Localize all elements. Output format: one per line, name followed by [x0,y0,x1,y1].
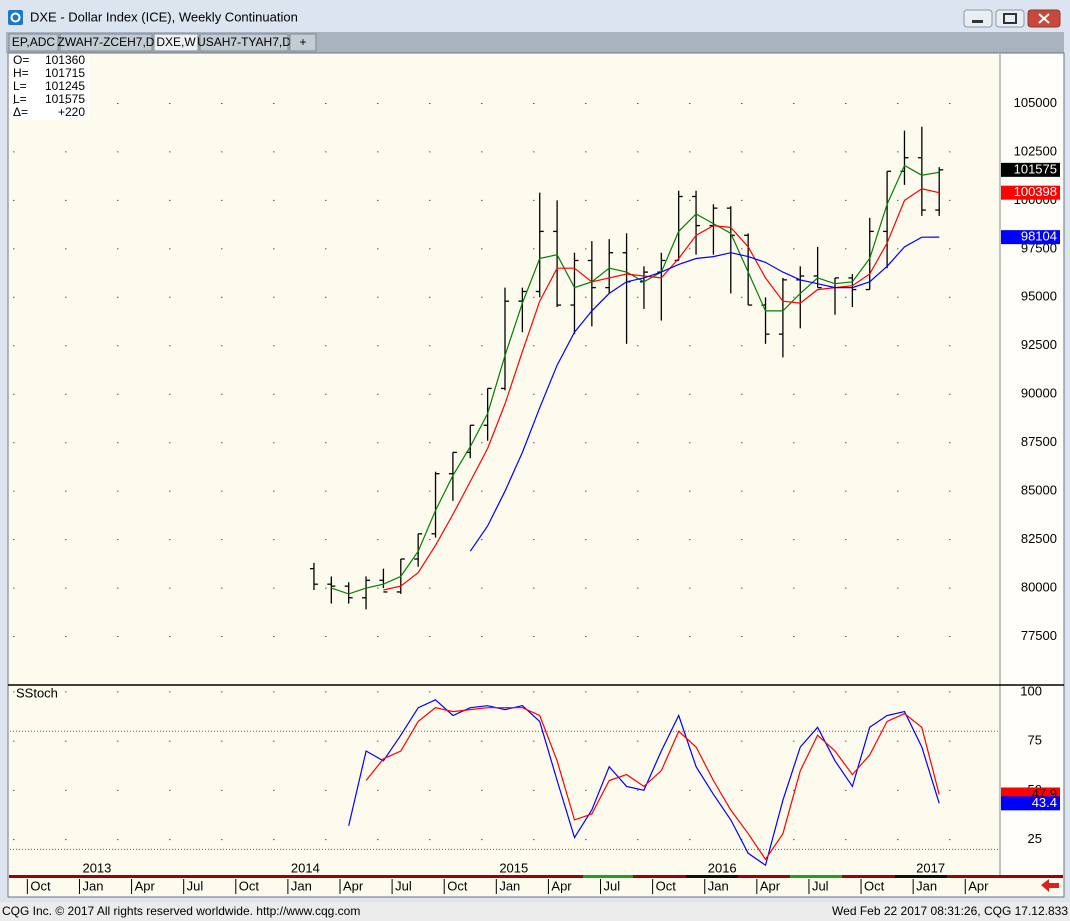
last-value-label: 101575 [1014,161,1057,176]
tab[interactable] [153,33,199,52]
year-label: 2014 [291,860,320,875]
y-tick-label: 92500 [1021,337,1057,352]
x-tick-label: Apr [760,878,781,893]
x-tick-label: Jul [187,878,204,893]
time-strip-segment [686,875,738,878]
app-icon-glyph [10,12,21,23]
footer-bar [0,902,1070,921]
info-label: O= [13,53,29,67]
x-tick-label: Oct [656,878,677,893]
x-tick-label: Jan [916,878,937,893]
year-label: 2015 [499,860,528,875]
y-tick-label: 102500 [1014,143,1057,158]
tab-label: DXE,W [156,35,196,49]
last-value-box [1001,185,1060,200]
last-value-label: 100398 [1014,184,1057,199]
y-tick-label: 85000 [1021,483,1057,498]
x-tick-label: Oct [30,878,51,893]
info-value: 101715 [45,66,85,80]
last-value-box [1001,796,1060,811]
x-tick-label: Jul [395,878,412,893]
tab[interactable] [8,33,59,52]
info-label: L= [13,92,27,106]
window-title: DXE - Dollar Index (ICE), Weekly Continu… [30,9,298,24]
series-line [469,236,940,552]
x-tick-label: Jul [604,878,621,893]
tab[interactable] [289,33,317,52]
minimize-button[interactable] [963,9,993,28]
x-tick-label: Apr [968,878,989,893]
series-line [331,164,940,595]
panel-title: SStoch [16,685,58,700]
info-label: Δ= [13,105,28,119]
info-value: 101575 [45,92,85,106]
y-tick-label: 95000 [1021,289,1057,304]
x-tick-label: Jan [499,878,520,893]
x-tick-label: Oct [447,878,468,893]
info-value: +220 [58,105,85,119]
last-value-box [1001,162,1060,177]
info-label: L= [13,79,27,93]
x-tick-label: Apr [343,878,364,893]
x-tick-label: Jan [291,878,312,893]
tab[interactable] [199,33,289,52]
time-strip-segment [583,875,633,878]
ohlc-info-box [10,55,90,120]
info-label: H= [13,66,29,80]
info-value: 101360 [45,53,85,67]
time-strip [9,875,1063,878]
tab-label: USAH7-TYAH7,D [197,35,291,49]
window-buttons[interactable] [963,9,1061,28]
series-line [383,188,940,591]
x-tick-label: Apr [135,878,156,893]
year-label: 2013 [82,860,111,875]
x-tick-label: Jan [708,878,729,893]
last-value-label: 98104 [1021,229,1057,244]
y-tick-label: 90000 [1021,386,1057,401]
y-tick-label: 25 [1028,831,1042,846]
tabs: EP,ADC ZWAH7-ZCEH7,D DXE,W USAH7-TYAH7,D + [8,33,317,52]
tab-label: EP,ADC [12,35,55,49]
year-label: 2017 [916,860,945,875]
y-tick-label: 80000 [1021,580,1057,595]
x-tick-label: Jan [82,878,103,893]
year-label: 2016 [708,860,737,875]
chart-frame [7,52,1065,898]
series-line [365,707,940,861]
plot: 77500 80000 82500 85000 87500 90000 92500 95000… [10,95,1060,894]
info-value: 101245 [45,79,85,93]
last-value-label: 43.4 [1032,795,1057,810]
maximize-glyph [1003,13,1017,24]
footer-copyright: CQG Inc. © 2017 All rights reserved worl… [2,904,360,918]
last-value-box [1001,230,1060,245]
time-strip-segment [790,875,842,878]
title-bar [0,0,1070,32]
app-icon [8,10,23,25]
footer-timestamp: Wed Feb 22 2017 08:31:26, CQG 17.12.833 [832,904,1068,918]
maximize-button[interactable] [995,9,1025,28]
tab-label: ZWAH7-ZCEH7,D [58,35,155,49]
close-glyph [1038,13,1050,24]
y-tick-label: 100 [1020,683,1042,698]
scroll-arrow[interactable] [1041,879,1059,892]
tab-label: + [299,35,306,49]
minimize-glyph [972,20,983,23]
time-axis [9,878,1063,896]
y-tick-label: 77500 [1021,628,1057,643]
ohlc-info: O= 101360 H= 101715 L= 101245 L= 101575 Δ= +220 [13,53,85,119]
y-tick-label: 87500 [1021,434,1057,449]
x-tick-label: Oct [864,878,885,893]
y-tick-label: 75 [1028,733,1042,748]
x-tick-label: Oct [239,878,260,893]
x-tick-label: Apr [551,878,572,893]
y-tick-label: 82500 [1021,531,1057,546]
time-strip-segment [895,875,947,878]
x-tick-label: Jul [812,878,829,893]
tab[interactable] [59,33,153,52]
price-axis-area [1000,54,1063,876]
y-tick-label: 105000 [1014,95,1057,110]
